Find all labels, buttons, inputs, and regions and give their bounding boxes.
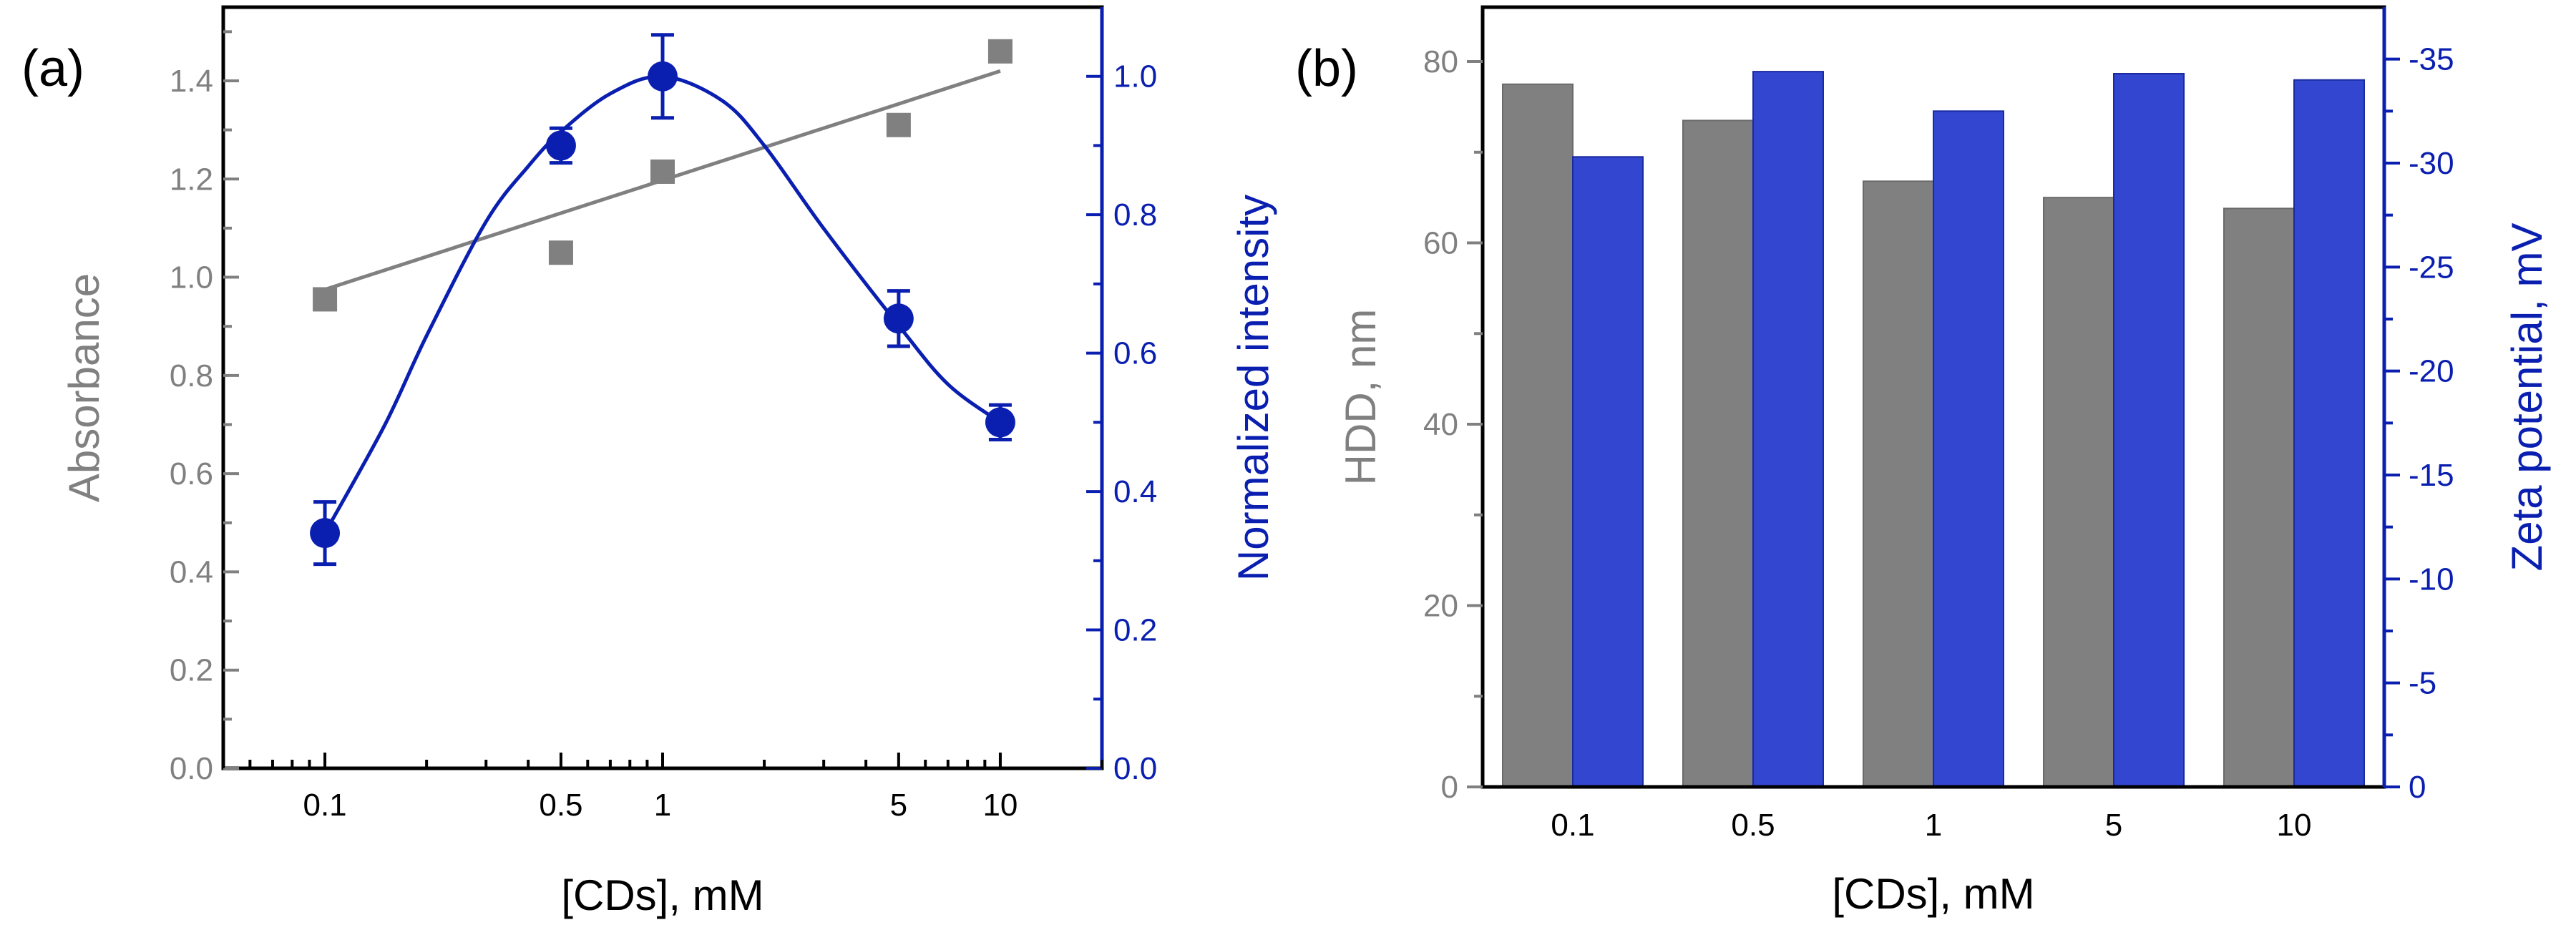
- bar-series: [1502, 71, 2365, 788]
- hdd-tick-label: 40: [1423, 407, 1458, 442]
- zeta-bar: [2113, 73, 2185, 788]
- intensity-tick-label: 0.6: [1113, 336, 1157, 371]
- hdd-bar: [1863, 180, 1934, 788]
- absorbance-tick-label: 0.6: [170, 456, 213, 491]
- zeta-axis-label: Zeta potential, mV: [2503, 223, 2551, 572]
- zeta-tick-label: -20: [2409, 354, 2454, 389]
- absorbance-point: [548, 240, 573, 265]
- zeta-bar: [1933, 110, 2004, 788]
- panel-b-x-axis: 0.1 0.5 1 5 10: [1551, 808, 2311, 843]
- hdd-axis: 0 20 40 60 80: [1423, 44, 1483, 805]
- zeta-tick-label: -25: [2409, 250, 2454, 285]
- absorbance-tick-label: 0.2: [170, 653, 213, 688]
- intensity-series: [310, 33, 1015, 567]
- absorbance-point: [313, 287, 338, 312]
- category-label: 0.5: [1731, 808, 1775, 843]
- intensity-point: [648, 61, 678, 92]
- x-tick-label: 1: [654, 788, 671, 823]
- hdd-tick-label: 20: [1423, 589, 1458, 624]
- zeta-tick-label: -10: [2409, 562, 2454, 597]
- hdd-bar: [1502, 83, 1574, 788]
- panel-b-label: (b): [1295, 40, 1358, 97]
- absorbance-series: [313, 39, 1013, 312]
- absorbance-tick-label: 1.4: [170, 64, 213, 99]
- absorbance-tick-label: 1.2: [170, 162, 213, 197]
- panel-a-x-axis: 0.1 0.5 1 5 10: [222, 753, 1103, 823]
- absorbance-tick-label: 0.8: [170, 358, 213, 393]
- hdd-tick-label: 60: [1423, 226, 1458, 261]
- intensity-axis-label: Normalized intensity: [1229, 195, 1277, 581]
- intensity-tick-label: 1.0: [1113, 59, 1157, 94]
- zeta-tick-label: 0: [2409, 770, 2426, 805]
- hdd-tick-label: 0: [1441, 770, 1458, 805]
- absorbance-point: [886, 112, 911, 137]
- intensity-point: [883, 303, 914, 334]
- absorbance-point: [987, 39, 1013, 64]
- zeta-tick-label: -30: [2409, 146, 2454, 181]
- intensity-tick-label: 0.2: [1113, 613, 1157, 648]
- x-tick-label: 5: [890, 788, 907, 823]
- intensity-tick-label: 0.4: [1113, 474, 1157, 509]
- hdd-tick-label: 80: [1423, 44, 1458, 79]
- hdd-bar: [2223, 207, 2295, 788]
- hdd-axis-label: HDD, nm: [1337, 309, 1385, 486]
- absorbance-tick-label: 0.4: [170, 554, 213, 589]
- absorbance-tick-label: 1.0: [170, 260, 213, 295]
- intensity-tick-label: 0.0: [1113, 751, 1157, 786]
- x-tick-label: 0.5: [539, 788, 582, 823]
- hdd-bar: [1682, 119, 1754, 788]
- category-label: 0.1: [1551, 808, 1594, 843]
- x-tick-label: 10: [982, 788, 1018, 823]
- panel-b-x-label: [CDs], mM: [1832, 870, 2034, 918]
- zeta-tick-label: -15: [2409, 458, 2454, 493]
- intensity-tick-label: 0.8: [1113, 197, 1157, 232]
- panel-a: (a) 0.00.20.40.60.81.01.21.4 0.00.20.40.…: [21, 5, 1277, 919]
- x-tick-label: 0.1: [303, 788, 346, 823]
- zeta-bar: [2293, 79, 2365, 788]
- intensity-point: [310, 518, 341, 549]
- zeta-axis: 0 -5 -10 -15 -20 -25 -30 -35: [2382, 7, 2454, 805]
- intensity-point: [545, 130, 576, 161]
- hdd-bar: [2043, 197, 2114, 788]
- absorbance-axis-label: Absorbance: [60, 273, 108, 502]
- absorbance-axis: 0.0 0.2 0.4 0.6 0.8 1.0 1.2 1.4: [170, 30, 239, 786]
- absorbance-point: [650, 159, 675, 184]
- intensity-point: [985, 407, 1015, 438]
- zeta-tick-label: -35: [2409, 42, 2454, 77]
- intensity-axis: 0.0 0.2 0.4 0.6 0.8 1.0: [1086, 7, 1157, 786]
- category-label: 10: [2277, 808, 2312, 843]
- panel-a-label: (a): [21, 40, 84, 97]
- category-label: 1: [1925, 808, 1942, 843]
- absorbance-tick-label: 0.0: [170, 751, 213, 786]
- panel-a-frame: [221, 5, 1104, 770]
- zeta-tick-label: -5: [2409, 666, 2436, 701]
- category-label: 5: [2105, 808, 2122, 843]
- panel-a-x-label: [CDs], mM: [561, 871, 763, 919]
- zeta-bar: [1572, 156, 1644, 788]
- zeta-bar: [1752, 71, 1824, 788]
